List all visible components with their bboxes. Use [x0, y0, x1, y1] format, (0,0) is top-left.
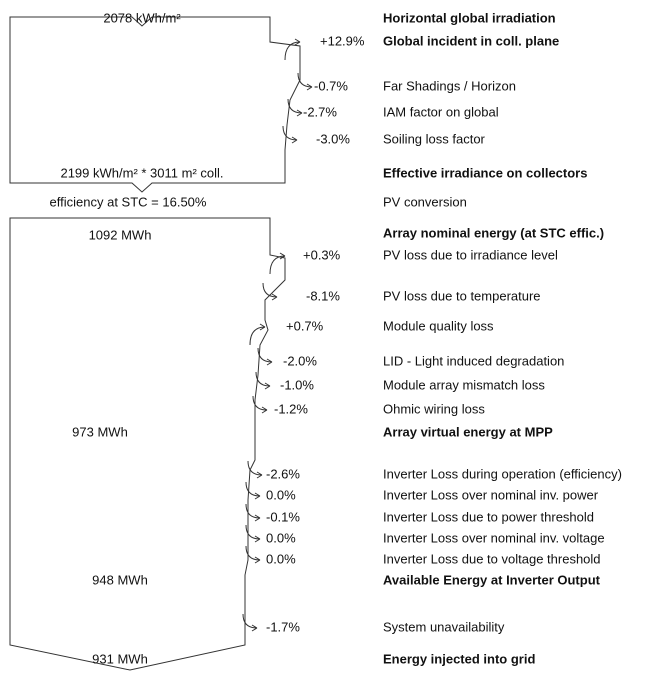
row-value: -2.7%: [303, 104, 337, 119]
row-label: Soiling loss factor: [383, 131, 486, 146]
row-value: -0.7%: [314, 78, 348, 93]
row-value: -1.2%: [274, 401, 308, 416]
row-value: 0.0%: [266, 487, 296, 502]
row-label: Inverter Loss over nominal inv. power: [383, 487, 599, 502]
loss-arrow: [287, 98, 303, 117]
row-label: Effective irradiance on collectors: [383, 165, 587, 180]
gain-arrow: [269, 252, 286, 275]
irradiation: 2078 kWh/m²: [103, 10, 181, 25]
loss-arrow: [245, 524, 261, 543]
efficiency: efficiency at STC = 16.50%: [50, 194, 207, 209]
row-value: +0.7%: [286, 318, 324, 333]
row-label: Far Shadings / Horizon: [383, 78, 516, 93]
loss-arrow: [297, 72, 313, 91]
row-label: Available Energy at Inverter Output: [383, 572, 601, 587]
loss-arrow: [255, 371, 271, 390]
loss-arrow: [245, 503, 261, 522]
row-value: +12.9%: [320, 33, 365, 48]
row-label: Inverter Loss during operation (efficien…: [383, 466, 622, 481]
row-label: Global incident in coll. plane: [383, 33, 559, 48]
loss-arrow: [245, 545, 261, 564]
energy: 948 MWh: [92, 572, 148, 587]
row-label: Array nominal energy (at STC effic.): [383, 225, 604, 240]
row-label: Inverter Loss due to voltage threshold: [383, 551, 601, 566]
row-value: -1.7%: [266, 619, 300, 634]
irradiance-outline: [9, 16, 301, 193]
row-value: -8.1%: [306, 288, 340, 303]
loss-arrow: [242, 613, 258, 632]
gain-arrow: [249, 323, 266, 346]
row-label: Ohmic wiring loss: [383, 401, 485, 416]
energy: 931 MWh: [92, 651, 148, 666]
energy: 1092 MWh: [89, 227, 152, 242]
row-label: Inverter Loss due to power threshold: [383, 509, 594, 524]
row-value: -2.0%: [283, 353, 317, 368]
row-label: Energy injected into grid: [383, 651, 535, 666]
row-label: Array virtual energy at MPP: [383, 424, 553, 439]
loss-arrow: [247, 460, 263, 479]
loss-arrow: [257, 347, 273, 366]
loss-arrow: [245, 481, 261, 500]
row-label: Horizontal global irradiation: [383, 10, 556, 25]
effective: 2199 kWh/m² * 3011 m² coll.: [60, 165, 223, 180]
row-label: PV conversion: [383, 194, 467, 209]
row-label: LID - Light induced degradation: [383, 353, 564, 368]
row-value: 0.0%: [266, 530, 296, 545]
row-label: IAM factor on global: [383, 104, 499, 119]
row-value: 0.0%: [266, 551, 296, 566]
row-label: Module array mismatch loss: [383, 377, 545, 392]
row-label: PV loss due to temperature: [383, 288, 541, 303]
loss-arrow: [262, 282, 278, 301]
row-value: -0.1%: [266, 509, 300, 524]
row-label: Module quality loss: [383, 318, 494, 333]
energy: 973 MWh: [72, 424, 128, 439]
row-label: Inverter Loss over nominal inv. voltage: [383, 530, 605, 545]
loss-arrow: [282, 125, 298, 144]
row-value: +0.3%: [303, 247, 341, 262]
row-value: -3.0%: [316, 131, 350, 146]
loss-arrow: [252, 395, 268, 414]
row-label: PV loss due to irradiance level: [383, 247, 558, 262]
energy-outline: [9, 217, 286, 671]
row-value: -2.6%: [266, 466, 300, 481]
row-value: -1.0%: [280, 377, 314, 392]
gain-arrow: [284, 38, 301, 61]
row-label: System unavailability: [383, 619, 505, 634]
